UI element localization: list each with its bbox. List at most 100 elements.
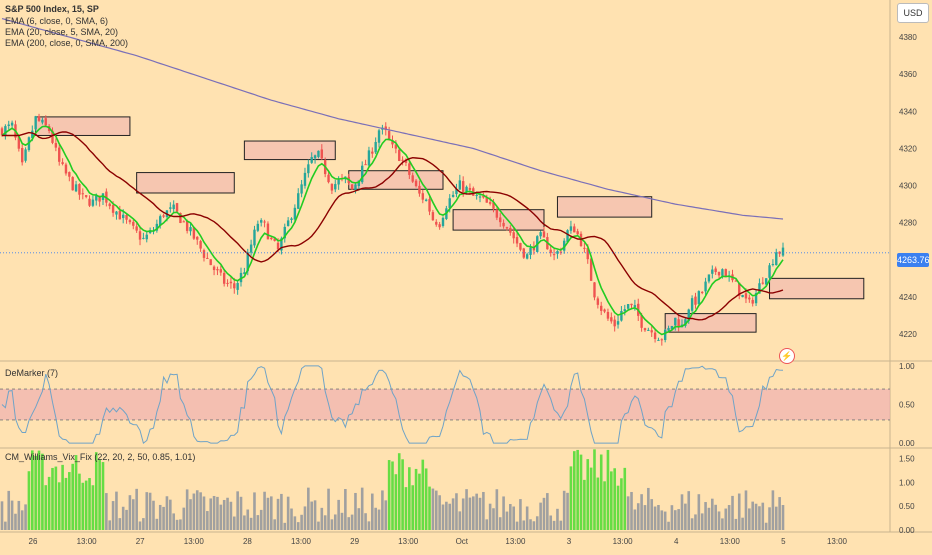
vixfix-bar bbox=[0, 501, 4, 530]
candle-body bbox=[162, 215, 165, 217]
vixfix-bar bbox=[620, 478, 623, 530]
candle-body bbox=[34, 116, 37, 130]
candle-body bbox=[421, 193, 424, 200]
lightning-icon[interactable]: ⚡ bbox=[779, 348, 795, 364]
vixfix-bar bbox=[394, 474, 398, 530]
candle-body bbox=[0, 128, 4, 136]
candle-body bbox=[744, 293, 748, 299]
ema6-legend[interactable]: EMA (6, close, 0, SMA, 6) bbox=[5, 16, 109, 26]
vixfix-tick-label: 1.00 bbox=[899, 478, 915, 487]
candle-body bbox=[350, 184, 354, 190]
candle-body bbox=[411, 175, 414, 182]
vixfix-bar bbox=[408, 467, 411, 530]
vixfix-bar bbox=[744, 490, 748, 530]
candle-body bbox=[778, 251, 781, 254]
vixfix-bar bbox=[17, 500, 21, 530]
vixfix-bar bbox=[391, 461, 394, 530]
candle-body bbox=[387, 130, 391, 139]
candle-body bbox=[515, 237, 519, 244]
vixfix-bar bbox=[482, 491, 485, 530]
candle-body bbox=[98, 195, 101, 202]
main-legend-title[interactable]: S&P 500 Index, 15, SP bbox=[5, 4, 99, 14]
ema20-legend[interactable]: EMA (20, close, 5, SMA, 20) bbox=[5, 27, 119, 37]
candle-body bbox=[495, 209, 499, 218]
vixfix-bar bbox=[451, 498, 455, 530]
vixfix-bar bbox=[286, 496, 290, 530]
vixfix-bar bbox=[758, 506, 761, 530]
time-tick-label: 28 bbox=[243, 537, 252, 546]
vixfix-bar bbox=[704, 502, 707, 530]
vixfix-bar bbox=[34, 455, 37, 530]
candle-body bbox=[17, 136, 21, 149]
candle-body bbox=[41, 119, 44, 123]
vixfix-bar bbox=[71, 463, 74, 530]
vixfix-bar bbox=[680, 494, 684, 530]
candle-body bbox=[643, 328, 647, 331]
candle-body bbox=[172, 204, 175, 210]
candle-body bbox=[303, 172, 307, 186]
vixfix-bar bbox=[27, 471, 31, 530]
demarker-legend[interactable]: DeMarker (7) bbox=[5, 368, 59, 378]
vixfix-bar bbox=[64, 477, 68, 530]
candle-body bbox=[219, 269, 223, 273]
candle-body bbox=[169, 207, 172, 209]
vixfix-bar bbox=[182, 507, 186, 530]
candle-body bbox=[206, 257, 209, 259]
vixfix-bar bbox=[421, 459, 425, 530]
candle-body bbox=[273, 238, 276, 241]
vixfix-bar bbox=[687, 491, 691, 530]
supply-demand-zone bbox=[556, 196, 653, 218]
candle-body bbox=[229, 281, 233, 284]
time-tick-label: 27 bbox=[136, 537, 145, 546]
vixfix-bar bbox=[626, 496, 630, 530]
candle-body bbox=[51, 130, 54, 143]
vixfix-bar bbox=[256, 515, 260, 530]
candle-body bbox=[290, 218, 293, 221]
vixfix-bar bbox=[613, 468, 616, 530]
candle-body bbox=[711, 269, 714, 274]
vixfix-bar bbox=[78, 473, 81, 530]
ema200-legend[interactable]: EMA (200, close, 0, SMA, 200) bbox=[5, 38, 129, 48]
supply-demand-zone bbox=[243, 140, 336, 161]
demarker-line bbox=[1, 365, 784, 444]
candle-body bbox=[724, 269, 727, 278]
vixfix-bar bbox=[441, 504, 445, 530]
vixfix-legend[interactable]: CM_Williams_Vix_Fix (22, 20, 2, 50, 0.85… bbox=[5, 452, 196, 462]
candle-body bbox=[283, 226, 286, 239]
vixfix-bar bbox=[764, 522, 768, 530]
vixfix-bar bbox=[734, 518, 738, 530]
candle-body bbox=[7, 124, 10, 126]
currency-button[interactable]: USD bbox=[897, 3, 929, 23]
vixfix-bar bbox=[559, 520, 563, 530]
candle-body bbox=[653, 332, 657, 340]
time-tick-label: 13:00 bbox=[77, 537, 98, 546]
candle-body bbox=[391, 140, 394, 145]
vixfix-bar bbox=[754, 503, 758, 530]
candle-body bbox=[633, 305, 637, 307]
candle-body bbox=[384, 126, 387, 131]
candle-body bbox=[781, 247, 785, 256]
candle-body bbox=[300, 184, 303, 194]
demarker-tick-label: 0.00 bbox=[899, 439, 915, 448]
vixfix-bar bbox=[323, 515, 327, 530]
vixfix-bar bbox=[589, 467, 593, 530]
vixfix-bar bbox=[593, 449, 596, 530]
vixfix-bar bbox=[717, 511, 721, 530]
candle-body bbox=[209, 259, 212, 266]
vixfix-bar bbox=[677, 509, 680, 530]
candle-body bbox=[488, 202, 492, 204]
vixfix-bar bbox=[169, 499, 172, 530]
candle-body bbox=[95, 195, 98, 201]
candle-body bbox=[626, 304, 630, 309]
candle-body bbox=[701, 291, 704, 293]
candle-body bbox=[236, 283, 239, 290]
candle-body bbox=[54, 143, 58, 148]
candle-body bbox=[108, 203, 111, 207]
candle-body bbox=[128, 220, 132, 223]
vixfix-bar bbox=[54, 466, 58, 530]
vixfix-bar bbox=[98, 459, 101, 530]
vixfix-bar bbox=[199, 492, 202, 530]
vixfix-bar bbox=[354, 492, 357, 530]
vixfix-bar bbox=[206, 511, 209, 530]
